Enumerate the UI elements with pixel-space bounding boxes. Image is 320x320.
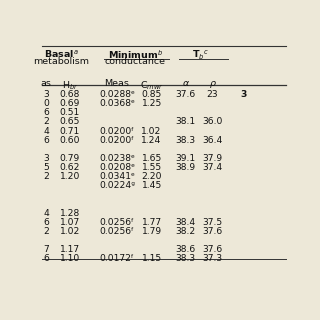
Text: 38.9: 38.9 [176, 163, 196, 172]
Text: as: as [41, 79, 52, 88]
Text: 37.6: 37.6 [176, 90, 196, 99]
Text: 0.0341ᵉ: 0.0341ᵉ [99, 172, 135, 181]
Text: 6: 6 [43, 108, 49, 117]
Text: 1.02: 1.02 [141, 127, 162, 136]
Text: 1.65: 1.65 [141, 154, 162, 163]
Text: 0.65: 0.65 [60, 117, 80, 126]
Text: 0.60: 0.60 [60, 136, 80, 145]
Text: 0.0200ᶠ: 0.0200ᶠ [100, 127, 134, 136]
Text: 6: 6 [43, 254, 49, 263]
Text: 1.25: 1.25 [141, 99, 162, 108]
Text: 1.07: 1.07 [60, 218, 80, 227]
Text: 0.0256ᶠ: 0.0256ᶠ [100, 227, 134, 236]
Text: 0.0368ᵉ: 0.0368ᵉ [99, 99, 135, 108]
Text: 36.4: 36.4 [202, 136, 222, 145]
Text: T$_b$$^c$: T$_b$$^c$ [192, 48, 208, 62]
Text: 6: 6 [43, 218, 49, 227]
Text: 0.0288ᵉ: 0.0288ᵉ [99, 90, 135, 99]
Text: 1.15: 1.15 [141, 254, 162, 263]
Text: 37.5: 37.5 [202, 218, 222, 227]
Text: 1.17: 1.17 [60, 245, 80, 254]
Text: 2: 2 [43, 172, 49, 181]
Text: 0.68: 0.68 [60, 90, 80, 99]
Text: metabolism: metabolism [33, 57, 89, 66]
Text: 4: 4 [43, 127, 49, 136]
Text: 1.45: 1.45 [141, 181, 162, 190]
Text: 4: 4 [43, 209, 49, 218]
Text: 37.6: 37.6 [202, 227, 222, 236]
Text: 38.3: 38.3 [176, 136, 196, 145]
Text: 38.4: 38.4 [176, 218, 196, 227]
Text: 0.0224ᵍ: 0.0224ᵍ [99, 181, 135, 190]
Text: 37.6: 37.6 [202, 245, 222, 254]
Text: 39.1: 39.1 [176, 154, 196, 163]
Text: 36.0: 36.0 [202, 117, 222, 126]
Text: 37.3: 37.3 [202, 254, 222, 263]
Text: 2.20: 2.20 [141, 172, 162, 181]
Text: C$_{mwr}$: C$_{mwr}$ [140, 79, 164, 92]
Text: H$_{br}$: H$_{br}$ [61, 79, 78, 92]
Text: 0.51: 0.51 [60, 108, 80, 117]
Text: 3: 3 [43, 90, 49, 99]
Text: conductance: conductance [105, 57, 166, 66]
Text: 37.4: 37.4 [202, 163, 222, 172]
Text: Minimum$^b$: Minimum$^b$ [108, 48, 163, 61]
Text: 1.10: 1.10 [60, 254, 80, 263]
Text: 0.0256ᶠ: 0.0256ᶠ [100, 218, 134, 227]
Text: 3: 3 [240, 90, 246, 99]
Text: 6: 6 [43, 136, 49, 145]
Text: 0.79: 0.79 [60, 154, 80, 163]
Text: 1.79: 1.79 [141, 227, 162, 236]
Text: 7: 7 [43, 245, 49, 254]
Text: 1.77: 1.77 [141, 218, 162, 227]
Text: 38.1: 38.1 [176, 117, 196, 126]
Text: 1.24: 1.24 [141, 136, 162, 145]
Text: 0.69: 0.69 [60, 99, 80, 108]
Text: 3: 3 [43, 154, 49, 163]
Text: 37.9: 37.9 [202, 154, 222, 163]
Text: 0.0238ᵉ: 0.0238ᵉ [99, 154, 135, 163]
Text: 0.62: 0.62 [60, 163, 80, 172]
Text: 5: 5 [43, 163, 49, 172]
Text: 23: 23 [206, 90, 218, 99]
Text: 2: 2 [43, 227, 49, 236]
Text: α: α [183, 79, 189, 88]
Text: 0.0200ᶠ: 0.0200ᶠ [100, 136, 134, 145]
Text: 38.2: 38.2 [176, 227, 196, 236]
Text: 0.71: 0.71 [60, 127, 80, 136]
Text: ρ: ρ [209, 79, 215, 88]
Text: 1.28: 1.28 [60, 209, 80, 218]
Text: 1.20: 1.20 [60, 172, 80, 181]
Text: Basal$^a$: Basal$^a$ [44, 48, 78, 60]
Text: 38.3: 38.3 [176, 254, 196, 263]
Text: 38.6: 38.6 [176, 245, 196, 254]
Text: Meas: Meas [104, 79, 129, 88]
Text: 0.0172ᶠ: 0.0172ᶠ [100, 254, 134, 263]
Text: 1.02: 1.02 [60, 227, 80, 236]
Text: 2: 2 [43, 117, 49, 126]
Text: 1.55: 1.55 [141, 163, 162, 172]
Text: 0: 0 [43, 99, 49, 108]
Text: 0.0208ᵉ: 0.0208ᵉ [99, 163, 135, 172]
Text: 0.85: 0.85 [141, 90, 162, 99]
